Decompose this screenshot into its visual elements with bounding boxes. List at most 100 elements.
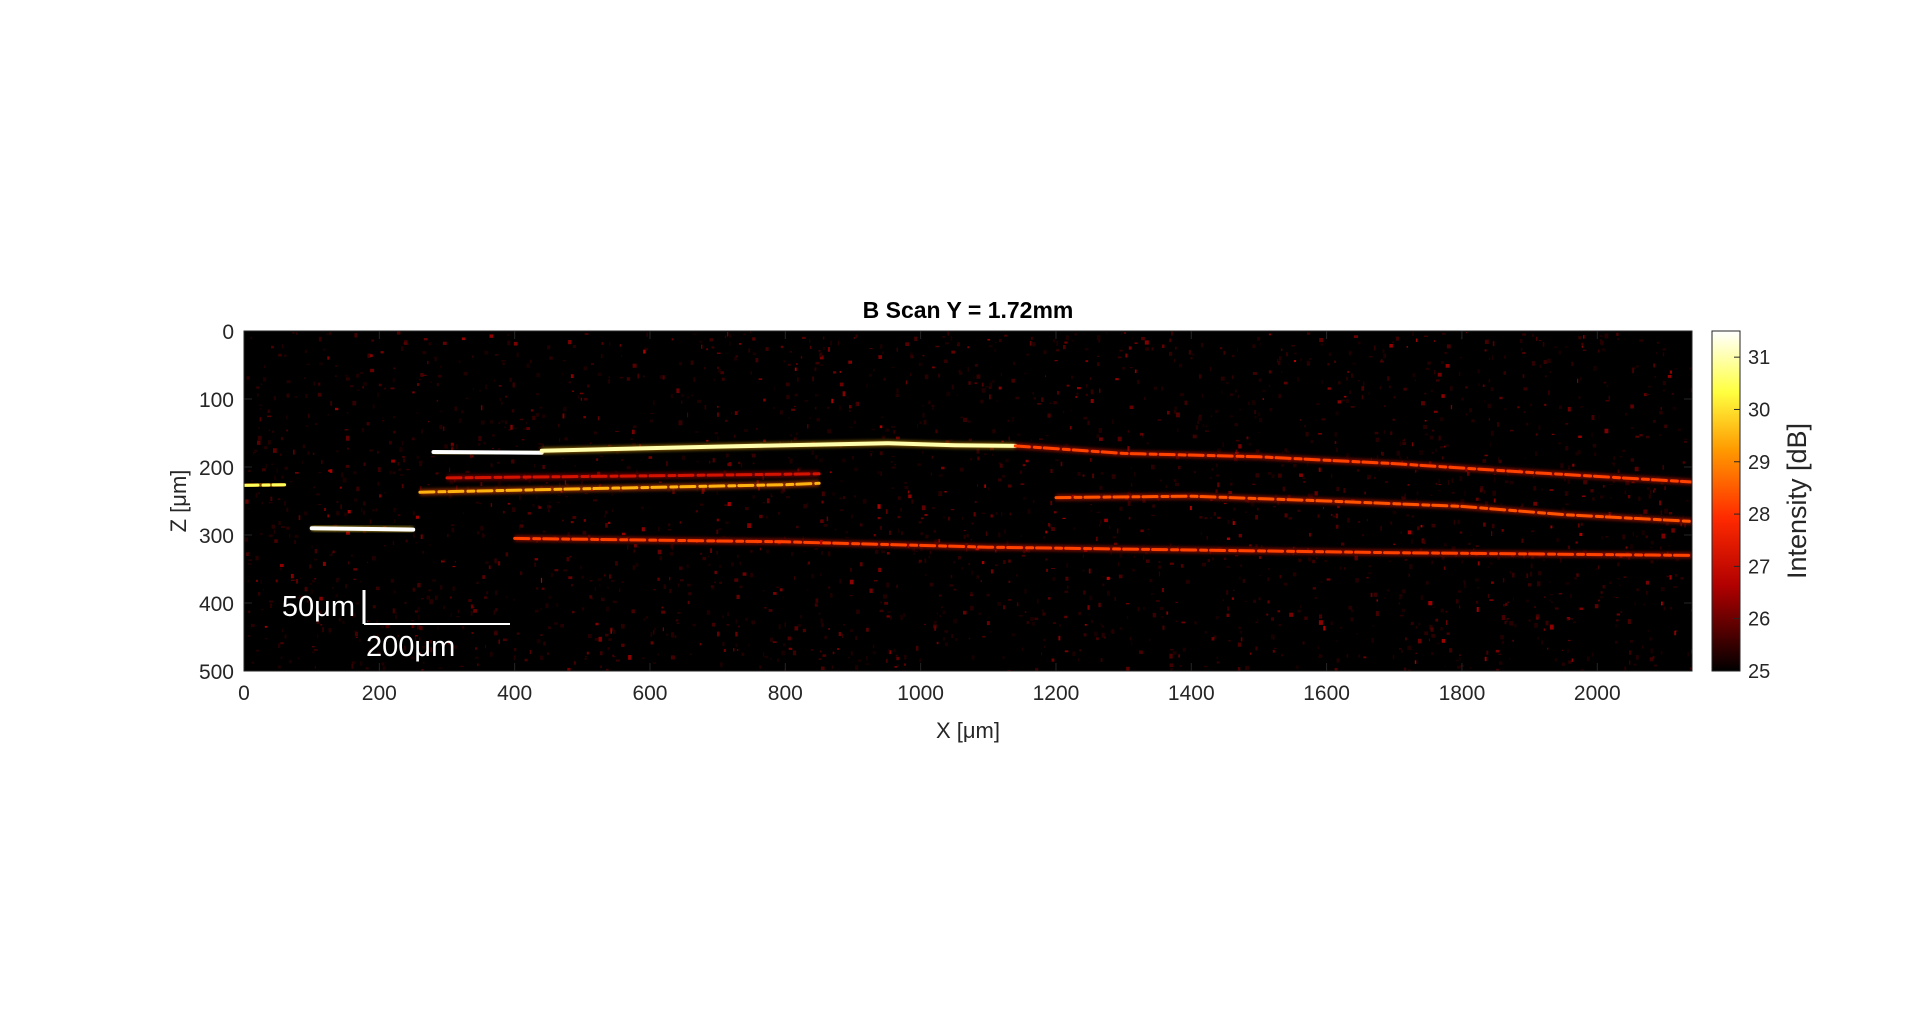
speckle-dot — [1363, 381, 1365, 386]
speckle-dot — [714, 570, 717, 575]
speckle-dot — [989, 394, 991, 400]
speckle-dot — [289, 533, 291, 538]
speckle-dot — [765, 347, 769, 351]
speckle-dot — [987, 338, 991, 341]
speckle-dot — [968, 381, 971, 385]
y-tick-label: 100 — [199, 389, 234, 412]
speckle-dot — [1624, 666, 1627, 671]
speckle-dot — [1488, 379, 1490, 383]
speckle-dot — [630, 438, 633, 440]
speckle-dot — [499, 398, 502, 402]
speckle-dot — [1399, 455, 1401, 459]
speckle-dot — [727, 502, 731, 507]
speckle-dot — [925, 534, 929, 539]
speckle-dot — [839, 497, 843, 499]
speckle-dot — [294, 540, 296, 545]
speckle-dot — [1137, 379, 1140, 385]
speckle-dot — [1319, 581, 1323, 583]
speckle-dot — [637, 546, 640, 548]
speckle-dot — [257, 393, 259, 397]
speckle-dot — [1582, 349, 1587, 351]
speckle-dot — [804, 400, 809, 402]
speckle-dot — [1298, 558, 1302, 563]
speckle-dot — [708, 563, 711, 566]
speckle-dot — [911, 499, 914, 504]
speckle-dot — [839, 370, 842, 373]
speckle-dot — [1526, 573, 1529, 579]
speckle-dot — [800, 615, 802, 619]
speckle-dot — [733, 334, 735, 336]
speckle-dot — [1253, 599, 1256, 603]
speckle-dot — [590, 442, 592, 444]
speckle-dot — [1257, 412, 1261, 417]
speckle-dot — [1578, 523, 1580, 528]
speckle-dot — [538, 443, 542, 445]
speckle-dot — [816, 418, 820, 422]
speckle-dot — [484, 350, 489, 355]
speckle-dot — [497, 448, 501, 450]
speckle-dot — [756, 480, 759, 485]
speckle-dot — [1278, 624, 1282, 627]
speckle-dot — [304, 377, 306, 379]
speckle-dot — [1474, 578, 1479, 582]
speckle-dot — [498, 639, 500, 644]
speckle-dot — [1118, 574, 1123, 579]
speckle-dot — [1245, 665, 1250, 670]
speckle-dot — [1260, 545, 1263, 548]
speckle-dot — [829, 471, 832, 474]
speckle-dot — [970, 539, 972, 541]
speckle-dot — [1445, 610, 1448, 613]
speckle-dot — [1113, 542, 1117, 545]
speckle-dot — [1492, 355, 1494, 360]
speckle-dot — [1021, 554, 1026, 557]
speckle-dot — [1368, 565, 1372, 568]
speckle-dot — [1151, 514, 1155, 516]
speckle-dot — [1170, 668, 1173, 671]
speckle-dot — [1051, 658, 1055, 662]
speckle-dot — [422, 662, 425, 664]
speckle-dot — [1661, 601, 1663, 606]
speckle-dot — [416, 455, 419, 459]
speckle-dot — [632, 565, 636, 570]
speckle-dot — [890, 461, 893, 463]
speckle-dot — [1320, 655, 1324, 658]
speckle-dot — [859, 562, 863, 567]
speckle-dot — [1066, 384, 1070, 387]
speckle-dot — [1653, 664, 1657, 667]
speckle-dot — [851, 456, 854, 460]
speckle-dot — [1483, 490, 1486, 494]
speckle-dot — [452, 586, 456, 591]
speckle-dot — [1661, 482, 1664, 485]
speckle-dot — [1337, 505, 1340, 509]
speckle-dot — [1030, 336, 1033, 340]
speckle-dot — [1284, 448, 1288, 452]
speckle-dot — [893, 430, 895, 434]
speckle-dot — [1604, 428, 1609, 434]
speckle-dot — [1321, 380, 1324, 384]
speckle-dot — [1291, 345, 1295, 347]
speckle-dot — [526, 363, 530, 368]
speckle-dot — [733, 648, 735, 652]
speckle-dot — [438, 667, 443, 670]
speckle-dot — [1537, 581, 1541, 587]
speckle-dot — [606, 606, 610, 612]
speckle-dot — [369, 449, 374, 452]
speckle-dot — [1520, 339, 1523, 343]
speckle-dot — [1580, 669, 1585, 671]
speckle-dot — [1114, 597, 1116, 601]
speckle-dot — [699, 643, 702, 646]
speckle-dot — [1262, 398, 1264, 400]
speckle-dot — [1509, 570, 1512, 574]
speckle-dot — [631, 609, 635, 614]
speckle-dot — [669, 552, 674, 556]
speckle-dot — [423, 338, 428, 341]
speckle-dot — [558, 423, 560, 428]
speckle-dot — [1128, 346, 1132, 350]
speckle-dot — [1251, 400, 1256, 405]
speckle-dot — [765, 515, 768, 519]
speckle-dot — [423, 374, 427, 376]
speckle-dot — [1100, 658, 1103, 662]
speckle-dot — [1647, 629, 1649, 632]
speckle-dot — [880, 608, 883, 611]
speckle-dot — [472, 387, 474, 391]
